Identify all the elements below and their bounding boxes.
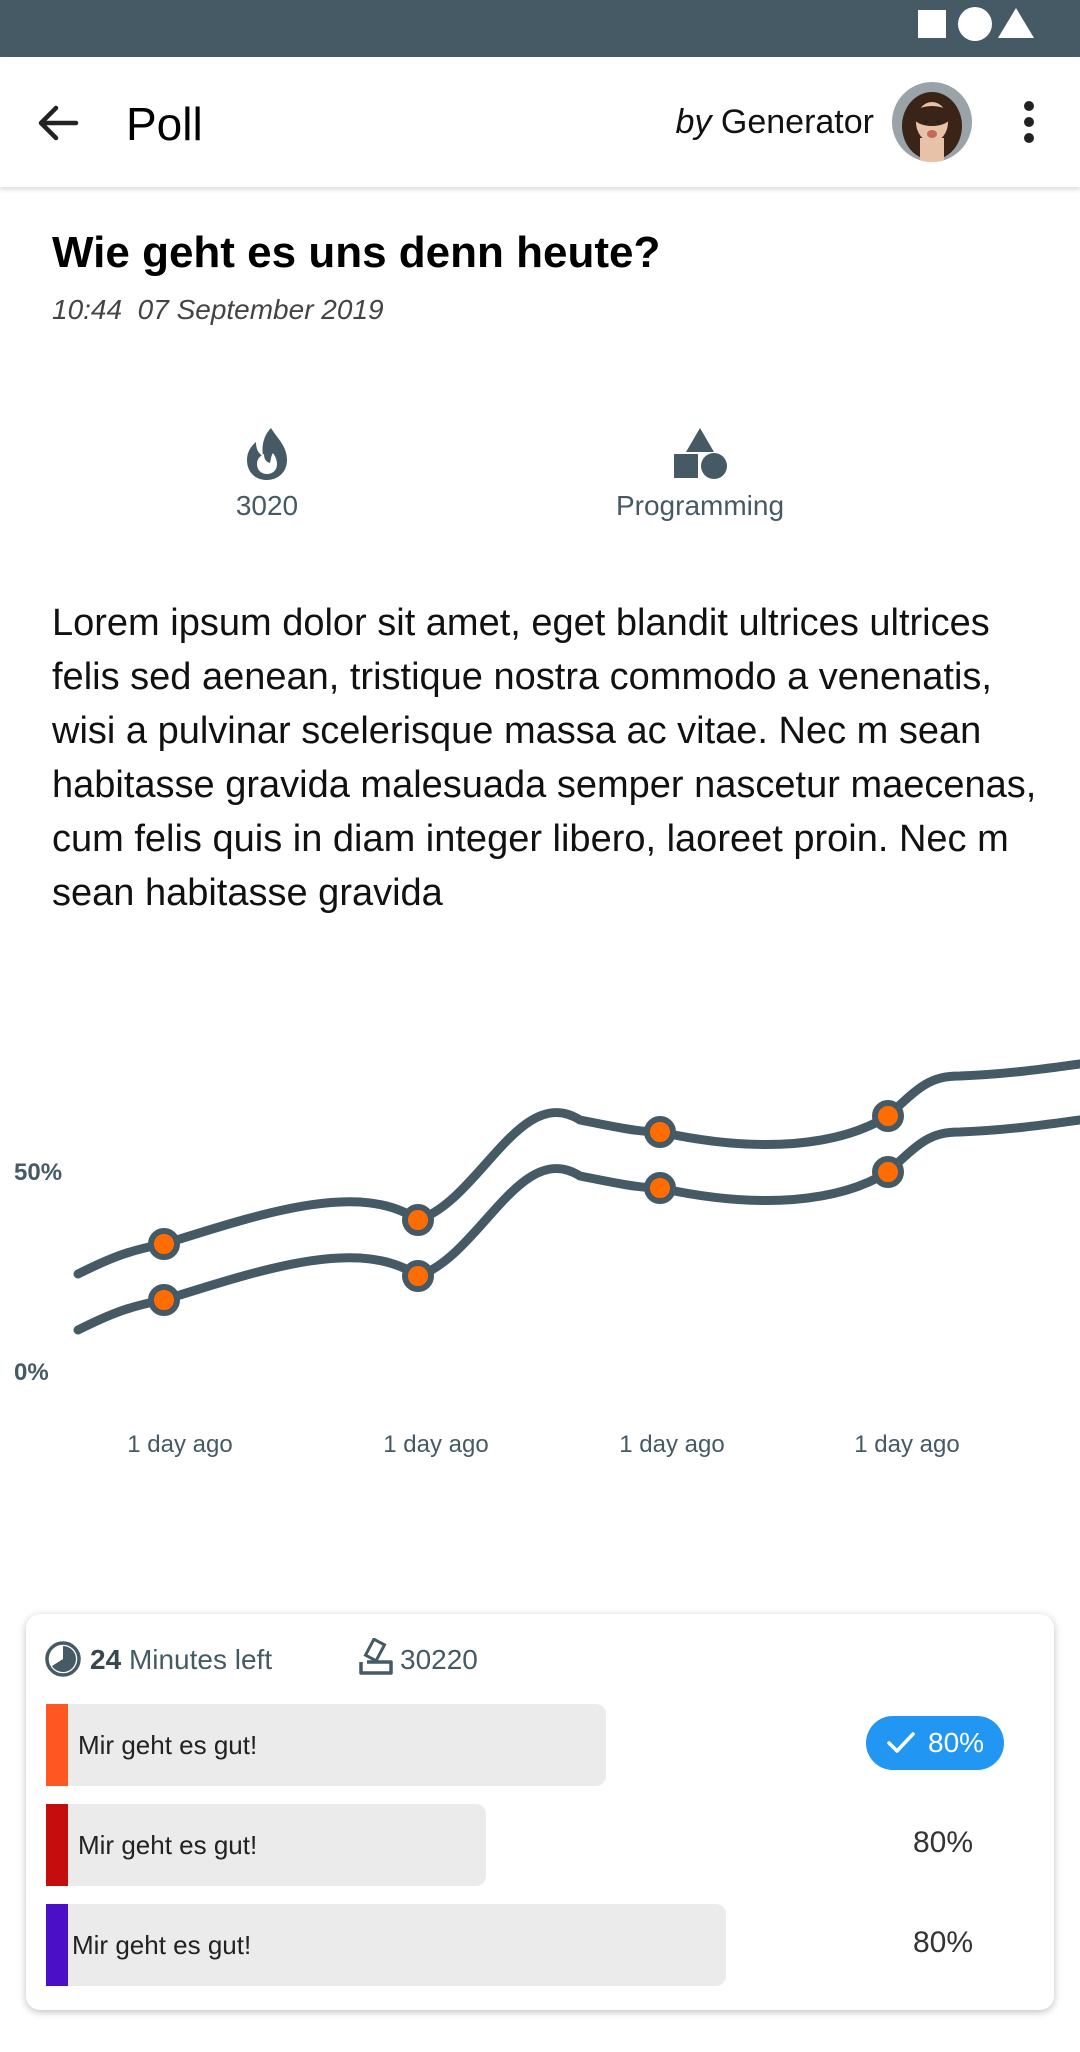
by-prefix: by bbox=[675, 103, 712, 141]
poll-question: Wie geht es uns denn heute? bbox=[52, 228, 661, 277]
option-accent bbox=[46, 1804, 68, 1886]
data-point[interactable] bbox=[148, 1284, 180, 1316]
author-line[interactable]: by Generator bbox=[676, 103, 874, 142]
data-point[interactable] bbox=[402, 1204, 434, 1236]
results-card: 24 Minutes left 30220 Mir geht es gut! 8… bbox=[26, 1614, 1054, 2010]
option-accent bbox=[46, 1904, 68, 1986]
y-tick-label: 50% bbox=[14, 1159, 62, 1186]
option-percent: 80% bbox=[928, 1727, 985, 1758]
hot-stat: 3020 bbox=[200, 426, 334, 522]
timer-icon bbox=[45, 1641, 81, 1677]
poll-time: 10:44 bbox=[52, 294, 123, 325]
flame-icon bbox=[247, 428, 287, 480]
y-tick-label: 0% bbox=[14, 1359, 49, 1386]
option-row[interactable]: Mir geht es gut! 80% bbox=[46, 1904, 1006, 1986]
avatar[interactable] bbox=[892, 82, 972, 162]
option-row[interactable]: Mir geht es gut! 80% bbox=[46, 1704, 1006, 1786]
option-percent: 80% bbox=[912, 1926, 974, 1959]
option-bar bbox=[46, 1804, 486, 1886]
series-line bbox=[73, 1115, 1080, 1335]
status-bar bbox=[0, 0, 1080, 57]
square-icon bbox=[918, 10, 946, 38]
option-bar bbox=[46, 1704, 606, 1786]
series-line bbox=[73, 1059, 1080, 1279]
option-bar bbox=[46, 1904, 726, 1986]
data-point[interactable] bbox=[644, 1116, 676, 1148]
check-icon bbox=[887, 1732, 915, 1753]
option-label: Mir geht es gut! bbox=[78, 1730, 258, 1760]
data-point[interactable] bbox=[644, 1172, 676, 1204]
data-point[interactable] bbox=[148, 1228, 180, 1260]
time-left-label: Minutes left bbox=[128, 1644, 273, 1675]
app-bar: Poll by Generator bbox=[0, 57, 1080, 187]
back-arrow-icon[interactable] bbox=[32, 97, 84, 149]
time-left: 24 Minutes left bbox=[90, 1644, 272, 1676]
ballot-icon bbox=[359, 1638, 393, 1675]
x-tick-label: 1 day ago bbox=[619, 1431, 724, 1458]
x-tick-label: 1 day ago bbox=[383, 1431, 488, 1458]
option-label: Mir geht es gut! bbox=[72, 1930, 252, 1960]
triangle-icon bbox=[998, 8, 1034, 38]
more-vert-icon[interactable] bbox=[1010, 97, 1048, 147]
data-point[interactable] bbox=[872, 1100, 904, 1132]
results-line-chart: 50% 0% 1 day ago 1 day ago 1 day ago 1 day ag… bbox=[14, 1059, 1080, 1458]
poll-date: 07 September 2019 bbox=[137, 294, 384, 325]
total-votes: 30220 bbox=[400, 1644, 478, 1675]
category-label: Programming bbox=[615, 490, 785, 521]
author-name: Generator bbox=[720, 103, 874, 141]
circle-icon bbox=[958, 7, 992, 41]
poll-description: Lorem ipsum dolor sit amet, eget blandit… bbox=[52, 602, 1037, 914]
x-tick-label: 1 day ago bbox=[854, 1431, 959, 1458]
option-label: Mir geht es gut! bbox=[78, 1830, 258, 1860]
page-title: Poll bbox=[126, 98, 203, 150]
x-tick-label: 1 day ago bbox=[127, 1431, 232, 1458]
time-left-value: 24 bbox=[90, 1644, 122, 1675]
option-percent: 80% bbox=[912, 1826, 974, 1859]
option-accent bbox=[46, 1704, 68, 1786]
hot-count: 3020 bbox=[235, 490, 299, 521]
option-row[interactable]: Mir geht es gut! 80% bbox=[46, 1804, 1006, 1886]
category-stat: Programming bbox=[590, 426, 810, 522]
shapes-icon bbox=[674, 428, 727, 479]
poll-datetime: 10:44 07 September 2019 bbox=[52, 294, 384, 326]
data-point[interactable] bbox=[402, 1260, 434, 1292]
data-point[interactable] bbox=[872, 1156, 904, 1188]
selected-badge: 80% bbox=[866, 1716, 1004, 1770]
